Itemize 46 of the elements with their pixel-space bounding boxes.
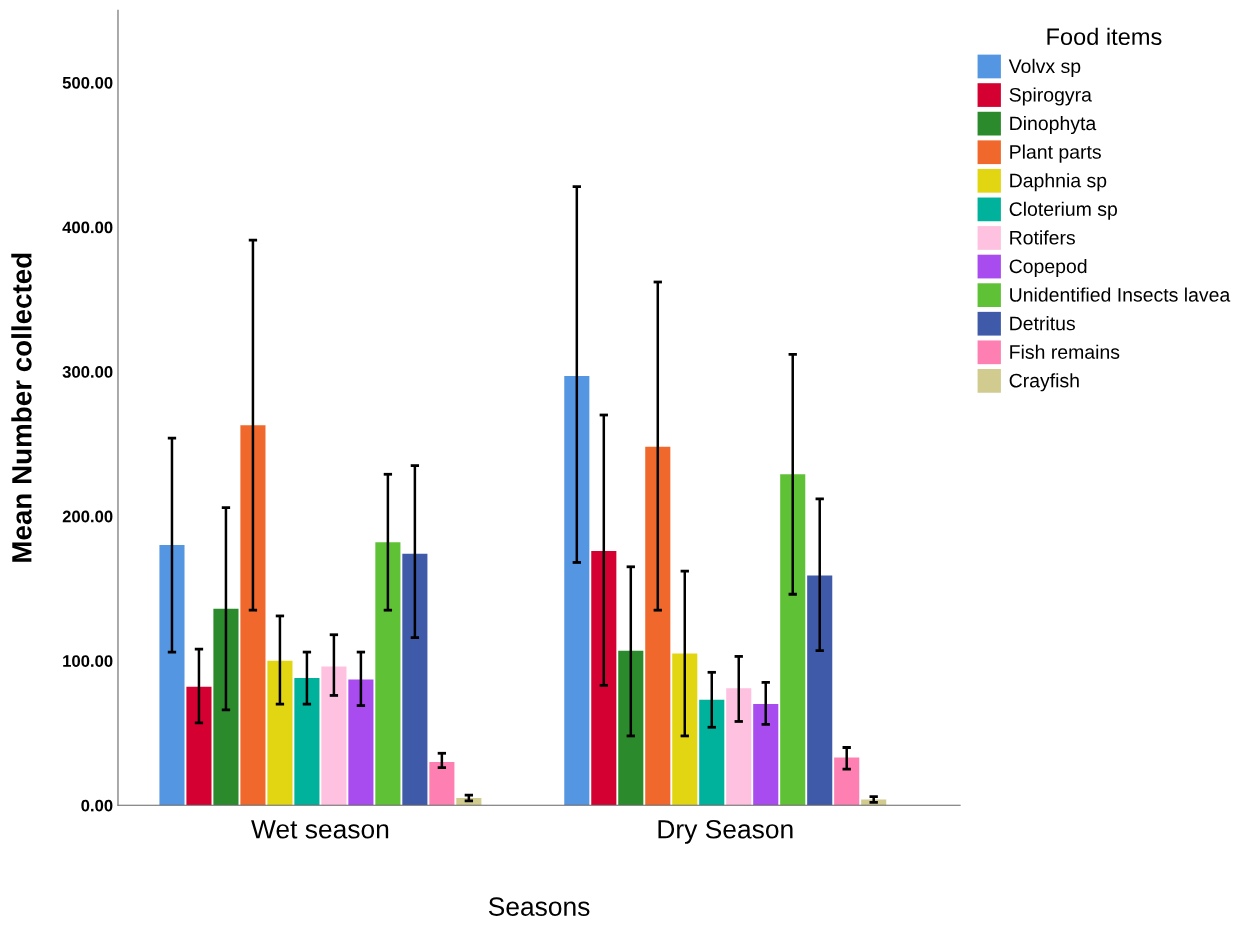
y-tick-label: 400.00 [62,221,113,234]
bar [348,679,374,806]
bar [753,704,779,806]
legend-label: Rotifers [1010,230,1075,245]
y-axis-title: Mean Number collected [11,253,32,562]
bar [564,375,590,806]
bar [213,608,239,806]
bar [780,474,806,806]
bar [456,798,482,806]
bar [699,699,725,806]
x-tick-label: Wet season [251,820,389,839]
legend-label: Volvx sp [1008,58,1081,77]
y-tick-label: 300.00 [62,366,113,378]
bar [240,425,266,806]
bar [807,575,833,806]
bar [834,757,860,806]
y-tick-label: 0.00 [81,799,113,812]
legend-label: Plant parts [1010,144,1101,163]
bar [267,660,293,806]
y-tick-label: 200.00 [62,510,113,523]
bar [186,686,212,806]
x-axis-title: Seasons [488,897,590,916]
bar [294,678,320,806]
bar [672,653,698,806]
bar [159,545,185,806]
legend-label: Unidentified Insects lavea [1010,287,1231,302]
legend-title: Food items [1047,27,1162,46]
bar [618,650,644,806]
bar [402,553,428,806]
x-tick-label: Dry Season [658,819,793,844]
bar [375,542,401,806]
y-tick-label: 500.00 [62,76,113,89]
legend-label: Dinophyta [1010,115,1097,135]
bar [591,550,617,806]
legend-label: Daphnia sp [1010,173,1107,192]
bar [429,761,455,806]
bar [645,446,671,806]
legend-label: Detritus [1010,316,1075,331]
bar [726,688,752,806]
legend-label: Fish remains [1010,344,1120,359]
y-tick-label: 100.00 [63,655,113,667]
legend-label: Cloterium sp [1009,201,1117,220]
legend-label: Spirogyra [1009,87,1092,106]
legend-label: Copepod [1009,258,1087,278]
legend-label: Crayfish [1009,373,1079,392]
bar [321,666,347,806]
